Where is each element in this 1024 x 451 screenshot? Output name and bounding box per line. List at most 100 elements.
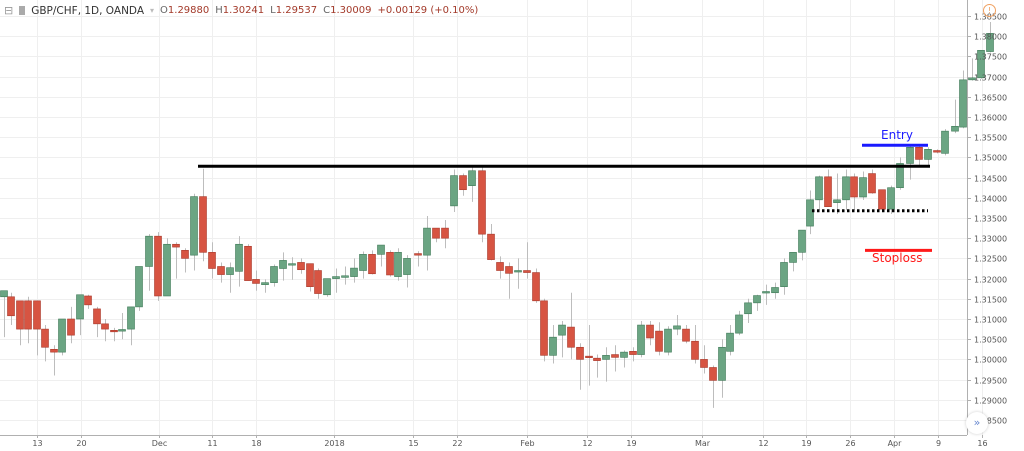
candle: [951, 99, 959, 134]
low-label: L: [270, 5, 276, 16]
candle: [771, 282, 779, 299]
symbol-legend: ⊟ GBP/CHF, 1D, OANDA ▾ O1.29880 H1.30241…: [4, 4, 478, 17]
candle: [726, 325, 734, 356]
candle: [261, 279, 269, 293]
candle: [432, 227, 440, 243]
low-value: 1.29537: [275, 5, 318, 16]
price-tick: 1.36500: [974, 94, 1007, 103]
candle: [629, 347, 637, 362]
price-tick: 1.35000: [974, 154, 1007, 163]
candle: [235, 236, 243, 287]
candle: [468, 165, 476, 202]
candle: [637, 321, 645, 358]
high-label: H: [215, 5, 223, 16]
candle: [850, 173, 858, 210]
candle: [478, 165, 486, 243]
price-tick: 1.33500: [974, 215, 1007, 224]
price-tick: 1.37000: [974, 74, 1007, 83]
time-tick: 9: [936, 439, 941, 448]
candle: [314, 268, 322, 299]
price-tick: 1.33000: [974, 235, 1007, 244]
candle: [7, 292, 15, 326]
price-tick: 1.37500: [974, 53, 1007, 62]
candle: [244, 244, 252, 281]
candle: [576, 343, 584, 390]
candle: [977, 50, 985, 79]
candle: [403, 255, 411, 288]
candle: [199, 168, 207, 262]
candle: [620, 350, 628, 368]
price-axis[interactable]: 1.38500 1.38000 1.37500 1.37000 1.36500 1.360…: [967, 0, 1007, 435]
time-tick: 15: [408, 439, 418, 448]
scroll-to-realtime-button[interactable]: »: [966, 412, 988, 434]
candle: [611, 345, 619, 372]
candle: [941, 129, 949, 156]
candle: [279, 252, 287, 281]
symbol-color-icon: [19, 6, 26, 15]
candle: [655, 322, 663, 356]
candle: [859, 171, 867, 200]
candle: [16, 300, 24, 346]
chevron-down-icon[interactable]: ▾: [150, 6, 155, 15]
candle: [172, 242, 180, 279]
time-tick: 2018: [324, 439, 344, 448]
candle: [394, 248, 402, 281]
candle: [735, 310, 743, 336]
candle: [423, 215, 431, 271]
candle: [332, 268, 340, 293]
candle: [505, 262, 513, 299]
candle: [487, 224, 495, 261]
candle: [163, 238, 171, 297]
candle: [368, 250, 376, 275]
candle: [127, 306, 135, 346]
candle: [673, 314, 681, 336]
candle: [386, 250, 394, 277]
time-tick: Feb: [520, 439, 534, 448]
candle: [700, 345, 708, 374]
candle: [414, 251, 422, 267]
candle: [824, 169, 832, 207]
price-tick: 1.30500: [974, 336, 1007, 345]
candle: [646, 321, 654, 346]
price-tick: 1.35500: [974, 134, 1007, 143]
candle: [41, 325, 49, 362]
candle: [84, 294, 92, 309]
time-tick: Apr: [888, 439, 903, 448]
candle: [252, 270, 260, 291]
candle: [341, 266, 349, 285]
entry-label: Entry: [881, 128, 913, 142]
candle: [664, 326, 672, 356]
price-tick: 1.32500: [974, 255, 1007, 264]
candle: [523, 242, 531, 279]
collapse-icon[interactable]: ⊟: [4, 4, 14, 17]
price-tick: 1.32000: [974, 276, 1007, 285]
candle: [93, 306, 101, 338]
time-tick: 13: [32, 439, 42, 448]
candle: [297, 258, 305, 274]
candle: [593, 354, 601, 378]
candle: [226, 262, 234, 293]
candle: [924, 147, 932, 168]
candle: [118, 312, 126, 340]
time-tick: 26: [845, 439, 855, 448]
grid: [0, 0, 983, 435]
price-tick: 1.34500: [974, 175, 1007, 184]
candle: [76, 294, 84, 336]
price-tick: 1.28500: [974, 417, 1007, 426]
candle: [842, 169, 850, 210]
price-tick: 1.38500: [974, 13, 1007, 22]
candle: [744, 298, 752, 324]
candle: [532, 268, 540, 303]
candle: [602, 347, 610, 382]
candle: [33, 300, 41, 356]
candle: [145, 234, 153, 291]
close-value: 1.30009: [330, 5, 372, 16]
candle: [878, 189, 886, 211]
candle: [377, 244, 385, 267]
candle: [906, 146, 914, 180]
candle: [154, 232, 162, 301]
alert-icon[interactable]: !: [983, 4, 996, 17]
time-axis[interactable]: 13 20 Dec 11 18 2018 15 22 Feb 12 19 Mar 12 19 26 Apr 9 1…: [0, 435, 988, 448]
symbol-title[interactable]: GBP/CHF, 1D, OANDA: [31, 4, 145, 17]
